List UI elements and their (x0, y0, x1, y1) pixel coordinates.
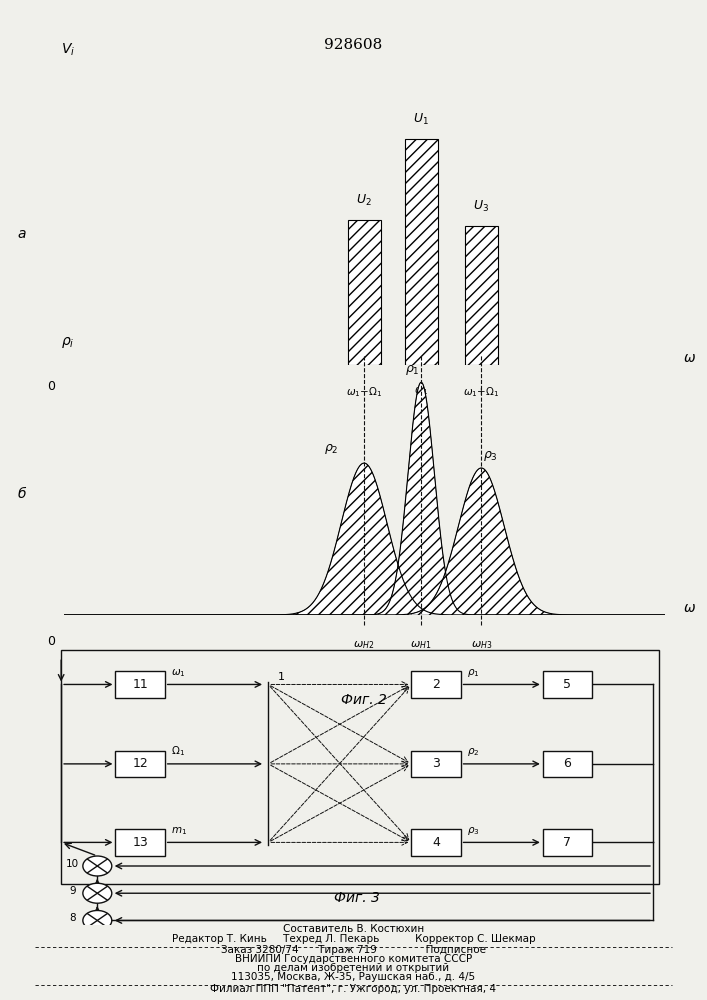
Bar (115, 751, 165, 777)
Text: ВНИИПИ Государственного комитета СССР: ВНИИПИ Государственного комитета СССР (235, 954, 472, 964)
Text: Редактор Т. Кинь     Техред Л. Пекарь           Корректор С. Шекмар: Редактор Т. Кинь Техред Л. Пекарь Коррек… (172, 934, 535, 944)
Text: $\rho_1$: $\rho_1$ (467, 667, 480, 679)
Circle shape (83, 883, 112, 903)
Text: Филиал ППП "Патент", г. Ужгород, ул. Проектная, 4: Филиал ППП "Патент", г. Ужгород, ул. Про… (211, 984, 496, 994)
Bar (464, 226, 498, 365)
Text: Составитель В. Костюхин: Составитель В. Костюхин (283, 924, 424, 934)
Circle shape (83, 910, 112, 930)
Text: 8: 8 (69, 913, 76, 923)
Text: 113035, Москва, Ж-35, Раушская наб., д. 4/5: 113035, Москва, Ж-35, Раушская наб., д. … (231, 972, 476, 982)
Bar (411, 751, 460, 777)
Text: $U_1$: $U_1$ (414, 112, 429, 127)
Text: $\rho_2$: $\rho_2$ (467, 746, 479, 758)
Text: 7: 7 (563, 836, 571, 849)
Text: $m_1$: $m_1$ (171, 825, 187, 837)
Text: 9: 9 (69, 886, 76, 896)
Text: Фиг. 2: Фиг. 2 (341, 693, 387, 707)
Bar (411, 671, 460, 698)
Text: $\rho_3$: $\rho_3$ (483, 449, 498, 463)
Text: $\omega_{H2}$: $\omega_{H2}$ (354, 640, 375, 651)
Text: 6: 6 (563, 757, 571, 770)
Text: 10: 10 (66, 859, 79, 869)
Text: 13: 13 (132, 836, 148, 849)
Text: по делам изобретений и открытий: по делам изобретений и открытий (257, 963, 450, 973)
Text: 11: 11 (132, 678, 148, 691)
Bar (404, 139, 438, 365)
Text: 0: 0 (47, 635, 56, 648)
Text: 1: 1 (278, 672, 285, 682)
Text: $\omega_1{-}\Omega_1$: $\omega_1{-}\Omega_1$ (346, 385, 382, 399)
Text: Фиг. 3: Фиг. 3 (334, 891, 380, 905)
Bar (115, 829, 165, 856)
Text: $\rho_i$: $\rho_i$ (61, 335, 74, 350)
Text: 3: 3 (432, 757, 440, 770)
Text: $\omega$: $\omega$ (682, 601, 696, 615)
Text: $\omega_{H3}$: $\omega_{H3}$ (471, 640, 492, 651)
Bar (543, 829, 592, 856)
Text: $U_3$: $U_3$ (473, 199, 489, 214)
Text: Заказ 3280/74      Тираж 719               Подписное: Заказ 3280/74 Тираж 719 Подписное (221, 945, 486, 955)
Bar (543, 671, 592, 698)
Text: $U_2$: $U_2$ (356, 193, 372, 208)
Text: 5: 5 (563, 678, 571, 691)
Text: $\rho_2$: $\rho_2$ (324, 442, 339, 456)
Bar (348, 220, 380, 365)
Text: $\rho_1$: $\rho_1$ (405, 363, 419, 377)
Text: $\omega_1$: $\omega_1$ (414, 385, 428, 397)
Text: 0: 0 (47, 379, 56, 392)
Text: $a$: $a$ (17, 228, 26, 241)
Text: $\omega$: $\omega$ (682, 351, 696, 365)
Text: $\omega_{H1}$: $\omega_{H1}$ (411, 640, 432, 651)
Circle shape (83, 856, 112, 876)
Text: $\omega_1$: $\omega_1$ (171, 667, 186, 679)
Bar (543, 751, 592, 777)
Text: $\omega_{1}{+}\Omega_1$: $\omega_{1}{+}\Omega_1$ (463, 385, 499, 399)
Text: $\Omega_1$: $\Omega_1$ (171, 745, 185, 758)
Text: 4: 4 (432, 836, 440, 849)
Bar (115, 671, 165, 698)
Text: 2: 2 (432, 678, 440, 691)
Text: $б$: $б$ (16, 485, 27, 500)
Bar (62, 650, 660, 884)
Text: 928608: 928608 (325, 38, 382, 52)
Text: $\rho_3$: $\rho_3$ (467, 825, 480, 837)
Text: $V_i$: $V_i$ (61, 41, 75, 58)
Bar (411, 829, 460, 856)
Text: 12: 12 (132, 757, 148, 770)
